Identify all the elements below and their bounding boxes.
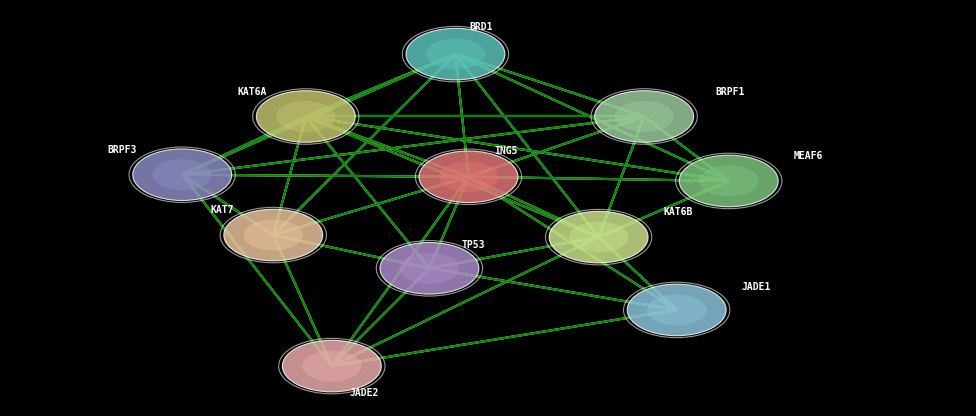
Ellipse shape bbox=[133, 149, 231, 201]
Text: JADE2: JADE2 bbox=[349, 388, 379, 398]
Text: ING5: ING5 bbox=[495, 146, 518, 156]
Ellipse shape bbox=[244, 220, 303, 250]
Ellipse shape bbox=[615, 101, 673, 132]
Ellipse shape bbox=[419, 151, 518, 203]
Text: KAT7: KAT7 bbox=[211, 205, 234, 215]
Ellipse shape bbox=[594, 91, 694, 142]
Text: MEAF6: MEAF6 bbox=[793, 151, 823, 161]
Text: KAT6B: KAT6B bbox=[664, 207, 693, 217]
Ellipse shape bbox=[406, 28, 505, 80]
Ellipse shape bbox=[303, 351, 361, 381]
Ellipse shape bbox=[400, 253, 459, 284]
Ellipse shape bbox=[647, 295, 707, 325]
Text: BRPF1: BRPF1 bbox=[715, 87, 745, 97]
Ellipse shape bbox=[569, 222, 629, 253]
Ellipse shape bbox=[380, 243, 479, 294]
Text: JADE1: JADE1 bbox=[742, 282, 771, 292]
Ellipse shape bbox=[679, 155, 778, 207]
Ellipse shape bbox=[628, 284, 726, 336]
Text: BRD1: BRD1 bbox=[469, 22, 493, 32]
Ellipse shape bbox=[282, 340, 382, 392]
Ellipse shape bbox=[439, 161, 498, 192]
Ellipse shape bbox=[549, 211, 648, 263]
Text: BRPF3: BRPF3 bbox=[107, 145, 137, 155]
Ellipse shape bbox=[152, 159, 212, 190]
Text: TP53: TP53 bbox=[462, 240, 485, 250]
Ellipse shape bbox=[699, 166, 758, 196]
Ellipse shape bbox=[257, 91, 355, 142]
Text: KAT6A: KAT6A bbox=[237, 87, 266, 97]
Ellipse shape bbox=[276, 101, 336, 132]
Ellipse shape bbox=[224, 209, 323, 261]
Ellipse shape bbox=[426, 39, 485, 69]
